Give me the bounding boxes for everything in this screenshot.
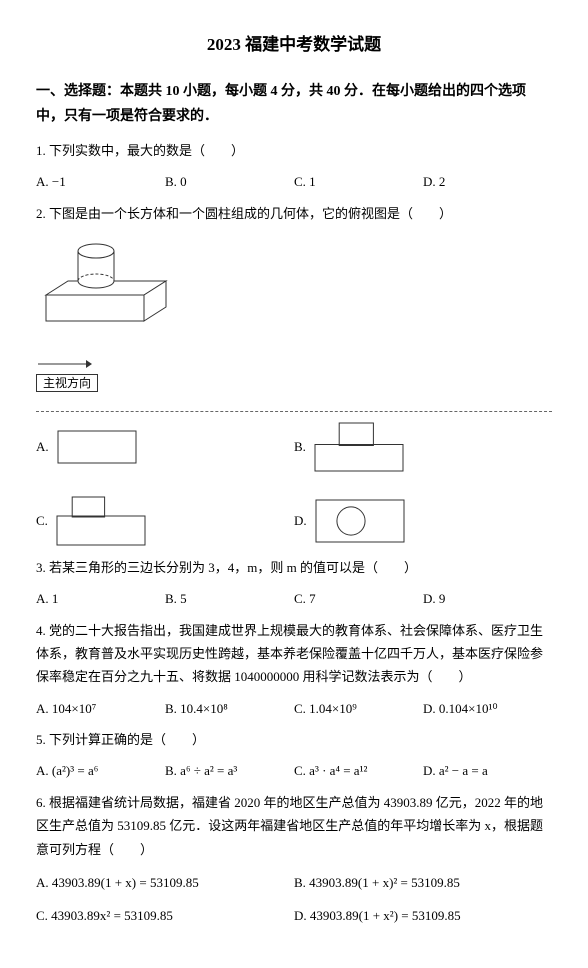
page-title: 2023 福建中考数学试题: [36, 30, 552, 61]
q2-stem: 2. 下图是由一个长方体和一个圆柱组成的几何体，它的俯视图是（ ）: [36, 202, 552, 225]
q3-a: A. 1: [36, 587, 165, 610]
q4-options: A. 104×10⁷ B. 10.4×10⁸ C. 1.04×10⁹ D. 0.…: [36, 697, 552, 720]
q6-c: C. 43903.89x² = 53109.85: [36, 904, 173, 927]
q3-stem: 3. 若某三角形的三边长分别为 3，4，m，则 m 的值可以是（ ）: [36, 556, 552, 579]
q6-stem: 6. 根据福建省统计局数据，福建省 2020 年的地区生产总值为 43903.8…: [36, 791, 552, 861]
q6-a: A. 43903.89(1 + x) = 53109.85: [36, 871, 199, 894]
q4-c: C. 1.04×10⁹: [294, 697, 423, 720]
q3-d: D. 9: [423, 587, 552, 610]
q1-c: C. 1: [294, 170, 423, 193]
q2-opt-d: D.: [294, 496, 552, 546]
q2-figure: 主视方向: [36, 233, 552, 412]
q2-d-label: D.: [294, 509, 307, 532]
optB-shape: [314, 422, 404, 472]
q2-c-label: C.: [36, 509, 48, 532]
q2-b-label: B.: [294, 435, 306, 458]
q6-b: B. 43903.89(1 + x)² = 53109.85: [294, 871, 460, 894]
view-label: 主视方向: [36, 374, 98, 392]
q2-opt-b: B.: [294, 422, 552, 472]
q1-d: D. 2: [423, 170, 552, 193]
optD-shape: [315, 499, 405, 543]
q5-stem: 5. 下列计算正确的是（ ）: [36, 728, 552, 751]
q6-d: D. 43903.89(1 + x²) = 53109.85: [294, 904, 461, 927]
q2-opt-a: A.: [36, 422, 294, 472]
q1-b: B. 0: [165, 170, 294, 193]
q1-options: A. −1 B. 0 C. 1 D. 2: [36, 170, 552, 193]
q1-a: A. −1: [36, 170, 165, 193]
q2-isometric: [36, 233, 176, 353]
q4-stem: 4. 党的二十大报告指出，我国建成世界上规模最大的教育体系、社会保障体系、医疗卫…: [36, 619, 552, 689]
section-heading: 一、选择题：本题共 10 小题，每小题 4 分，共 40 分．在每小题给出的四个…: [36, 79, 552, 129]
q2-a-label: A.: [36, 435, 49, 458]
q4-a: A. 104×10⁷: [36, 697, 165, 720]
q3-b: B. 5: [165, 587, 294, 610]
q6-options-row2: C. 43903.89x² = 53109.85 D. 43903.89(1 +…: [36, 904, 552, 927]
q3-options: A. 1 B. 5 C. 7 D. 9: [36, 587, 552, 610]
q6-options-row1: A. 43903.89(1 + x) = 53109.85 B. 43903.8…: [36, 871, 552, 894]
q4-b: B. 10.4×10⁸: [165, 697, 294, 720]
arrow-icon: [36, 357, 92, 371]
q4-d: D. 0.104×10¹⁰: [423, 697, 552, 720]
q1-stem: 1. 下列实数中，最大的数是（ ）: [36, 139, 552, 162]
optC-shape: [56, 496, 146, 546]
q2-opt-c: C.: [36, 496, 294, 546]
q3-c: C. 7: [294, 587, 423, 610]
optA-shape: [57, 430, 137, 464]
